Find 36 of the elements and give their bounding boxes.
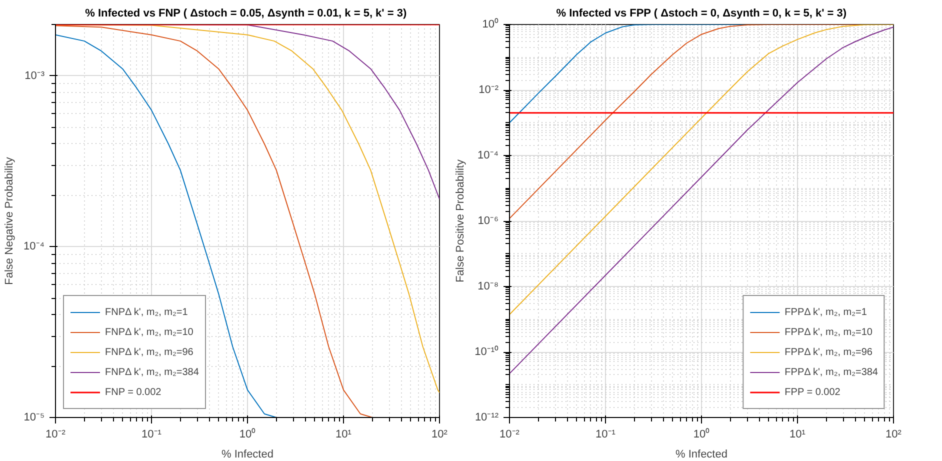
legend-label: FPPΔ k', m₂, m₂=1 — [784, 306, 867, 320]
y-axis-title: False Positive Probability — [454, 159, 467, 282]
y-tick-label: 10⁻⁸ — [478, 280, 499, 292]
y-tick-label: 10⁻² — [478, 84, 499, 96]
x-axis-title: % Infected — [222, 448, 274, 460]
x-tick-label: 10⁻² — [500, 428, 520, 440]
x-tick-label: 10² — [886, 428, 902, 440]
y-tick-label: 10⁻¹⁰ — [474, 345, 499, 358]
y-tick-label: 10⁻⁵ — [24, 412, 44, 424]
y-tick-label: 10⁻⁶ — [478, 215, 498, 227]
x-tick-label: 10⁰ — [693, 428, 710, 440]
x-tick-label: 10¹ — [336, 428, 352, 440]
x-tick-label: 10¹ — [790, 428, 806, 440]
legend-label: FNP = 0.002 — [105, 386, 162, 400]
y-tick-label: 10⁰ — [482, 18, 499, 30]
legend-label: FNPΔ k', m₂, m₂=10 — [105, 326, 194, 340]
y-tick-label: 10⁻⁴ — [24, 240, 45, 253]
y-tick-label: 10⁻³ — [24, 70, 45, 82]
legend-label: FNPΔ k', m₂, m₂=1 — [105, 306, 188, 320]
x-tick-label: 10⁻¹ — [596, 428, 616, 440]
legend-label: FPPΔ k', m₂, m₂=10 — [784, 326, 872, 340]
x-tick-label: 10² — [432, 428, 448, 440]
y-axis-title: False Negative Probability — [4, 156, 16, 285]
x-tick-label: 10⁻² — [46, 428, 66, 440]
y-tick-label: 10⁻⁴ — [478, 150, 499, 162]
x-tick-label: 10⁰ — [239, 428, 256, 440]
legend-label: FNPΔ k', m₂, m₂=384 — [105, 366, 199, 380]
legend-label: FPP = 0.002 — [784, 386, 840, 400]
chart-title: % Infected vs FPP ( Δstoch = 0, Δsynth = 0, k = 5, k' = 3) — [556, 8, 847, 20]
x-axis-title: % Infected — [676, 448, 728, 460]
legend-label: FNPΔ k', m₂, m₂=96 — [105, 346, 194, 360]
legend-label: FPPΔ k', m₂, m₂=96 — [784, 346, 872, 360]
x-tick-label: 10⁻¹ — [142, 428, 162, 440]
legend-label: FPPΔ k', m₂, m₂=384 — [784, 366, 878, 380]
y-tick-label: 10⁻¹² — [474, 412, 499, 424]
chart-title: % Infected vs FNP ( Δstoch = 0.05, Δsynth = 0.01, k = 5, k' = 3) — [85, 8, 407, 20]
